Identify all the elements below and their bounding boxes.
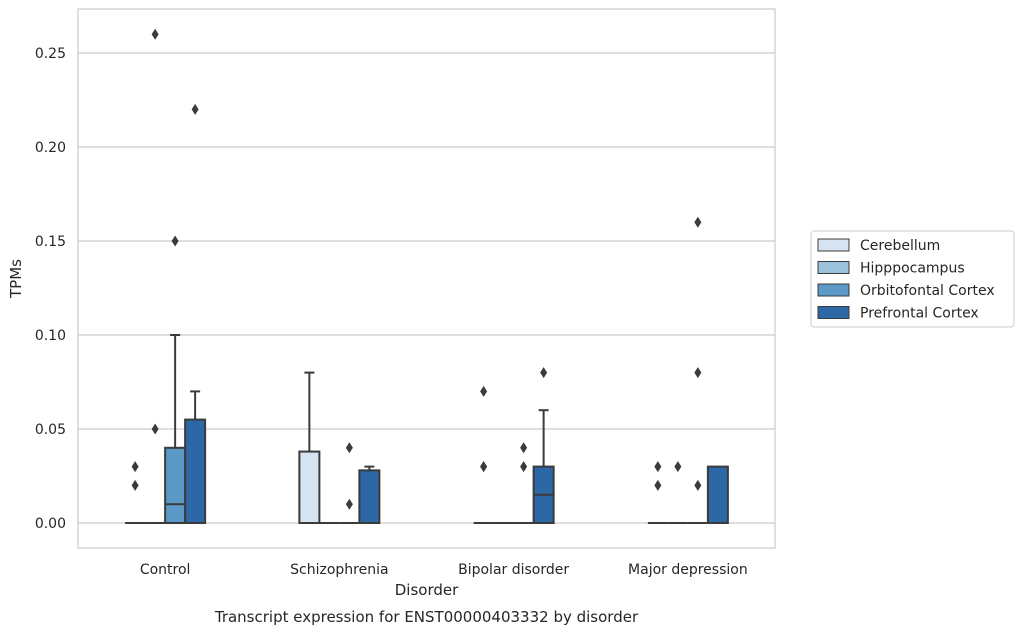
y-tick-label: 0.10 [35,328,66,344]
outlier-point [694,367,702,379]
box-prefrontal-cortex [358,465,381,524]
x-tick-label: Schizophrenia [290,562,388,578]
legend-label: Hipppocampus [860,261,965,277]
legend-frame [810,230,1015,328]
legend-swatch [817,283,850,297]
outlier-point [151,28,159,40]
x-tick-label: Control [140,562,191,578]
box-body [164,446,187,524]
outlier-point [520,461,528,473]
outlier-point [480,385,488,397]
box-prefrontal-cortex [706,465,729,525]
outlier-point [171,235,179,247]
box-prefrontal-cortex [184,103,207,525]
y-tick-label: 0.05 [35,422,66,438]
outlier-point [345,498,353,510]
outlier-point [540,367,548,379]
box-cerebellum [125,461,146,524]
plot-frame [77,8,776,549]
outlier-point [191,103,199,115]
box-plot-marks [125,28,729,525]
outlier-point [131,461,139,473]
box-hipppocampus [145,28,166,524]
outlier-point [520,442,528,454]
box-orbitofontal-cortex [513,442,534,524]
y-tick-label: 0.20 [35,140,66,156]
outlier-point [654,479,662,491]
box-body [706,465,729,525]
x-axis-label: Disorder [395,581,459,599]
legend-label: Cerebellum [860,238,940,254]
box-hipppocampus [667,461,688,524]
box-orbitofontal-cortex [164,235,187,524]
outlier-point [694,216,702,228]
box-cerebellum [473,385,494,524]
y-tick-label: 0.15 [35,234,66,250]
chart-caption: Transcript expression for ENST0000040333… [214,608,639,626]
box-body [184,418,207,525]
y-axis-label: TPMs [7,259,25,299]
legend-swatch [817,261,850,274]
legend: Cerebellum Hipppocampus Orbitofontal Corte… [810,230,1015,328]
legend-swatch [817,306,850,319]
y-tick-label: 0.25 [35,46,66,62]
legend-label: Prefrontal Cortex [860,306,979,322]
box-cerebellum [647,461,668,524]
box-orbitofontal-cortex [687,216,708,524]
outlier-point [131,479,139,491]
outlier-point [654,461,662,473]
outlier-point [694,479,702,491]
legend-swatch [817,238,850,252]
x-tick-label: Bipolar disorder [458,562,569,578]
legend-label: Orbitofontal Cortex [860,283,995,299]
y-tick-label: 0.00 [35,516,66,532]
outlier-point [674,461,682,473]
y-axis-ticks: 0.00 0.05 0.10 0.15 0.20 0.25 [35,46,66,532]
x-tick-label: Major depression [628,562,748,578]
outlier-point [151,423,159,435]
box-cerebellum [298,371,321,524]
box-orbitofontal-cortex [339,442,360,524]
box-body [298,450,321,524]
outlier-point [480,461,488,473]
box-body [358,469,381,524]
box-prefrontal-cortex [532,367,555,525]
x-axis-ticks: Control Schizophrenia Bipolar disorder Majo… [140,562,748,578]
outlier-point [345,442,353,454]
